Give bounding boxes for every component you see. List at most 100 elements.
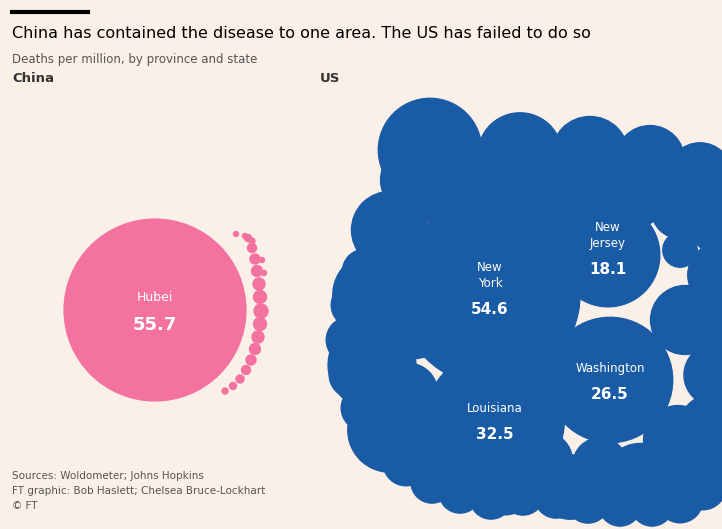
Circle shape	[541, 458, 575, 492]
Text: New
York: New York	[477, 261, 503, 290]
Circle shape	[241, 366, 251, 375]
Circle shape	[549, 177, 584, 211]
Circle shape	[246, 355, 256, 365]
Circle shape	[250, 343, 261, 354]
Text: 55.7: 55.7	[133, 316, 177, 334]
Circle shape	[580, 173, 615, 207]
Circle shape	[535, 476, 577, 518]
Circle shape	[328, 321, 416, 409]
Circle shape	[251, 266, 263, 277]
Circle shape	[547, 317, 673, 443]
Circle shape	[352, 191, 429, 269]
Circle shape	[233, 232, 238, 236]
Circle shape	[254, 304, 268, 318]
Circle shape	[599, 484, 641, 526]
Circle shape	[651, 181, 708, 239]
Text: China has contained the disease to one area. The US has failed to do so: China has contained the disease to one a…	[12, 26, 591, 41]
Text: Louisiana: Louisiana	[467, 402, 523, 415]
Circle shape	[688, 243, 722, 307]
Circle shape	[470, 477, 512, 519]
Circle shape	[688, 295, 722, 355]
Circle shape	[378, 194, 424, 240]
Circle shape	[639, 183, 673, 217]
Circle shape	[250, 254, 260, 264]
Circle shape	[261, 270, 266, 276]
Circle shape	[671, 440, 722, 497]
Text: China: China	[12, 72, 54, 85]
Circle shape	[329, 352, 375, 398]
Circle shape	[358, 220, 404, 266]
Circle shape	[684, 179, 722, 221]
Circle shape	[342, 249, 388, 295]
Circle shape	[643, 406, 713, 475]
Circle shape	[252, 331, 264, 343]
Circle shape	[657, 477, 703, 523]
Circle shape	[703, 323, 722, 369]
Circle shape	[429, 193, 483, 247]
Circle shape	[403, 243, 457, 297]
Circle shape	[249, 238, 255, 244]
Circle shape	[331, 282, 377, 328]
Circle shape	[360, 415, 406, 461]
Text: Washington: Washington	[575, 362, 645, 375]
Circle shape	[663, 233, 697, 267]
Circle shape	[463, 169, 517, 223]
Circle shape	[402, 174, 448, 220]
Text: Hubei: Hubei	[136, 291, 173, 304]
Circle shape	[236, 375, 244, 383]
Circle shape	[386, 302, 443, 359]
Circle shape	[478, 113, 562, 197]
Circle shape	[248, 243, 256, 252]
Circle shape	[640, 155, 686, 201]
Circle shape	[243, 233, 248, 239]
Circle shape	[609, 174, 647, 212]
Circle shape	[651, 286, 719, 354]
Circle shape	[526, 152, 572, 198]
Text: 26.5: 26.5	[591, 387, 629, 402]
Text: Sources: Woldometer; Johns Hopkins
FT graphic: Bob Haslett; Chelsea Bruce-Lockha: Sources: Woldometer; Johns Hopkins FT gr…	[12, 471, 265, 510]
Circle shape	[342, 385, 387, 431]
Circle shape	[458, 152, 504, 198]
Circle shape	[378, 363, 438, 423]
Text: Deaths per million, by province and state: Deaths per million, by province and stat…	[12, 53, 257, 66]
Circle shape	[695, 420, 722, 466]
Circle shape	[680, 464, 722, 510]
Circle shape	[552, 116, 629, 194]
Circle shape	[429, 160, 475, 206]
Circle shape	[668, 143, 722, 207]
Circle shape	[378, 98, 482, 202]
Circle shape	[690, 195, 722, 255]
Circle shape	[604, 443, 677, 516]
Text: 32.5: 32.5	[477, 427, 514, 442]
Circle shape	[591, 147, 633, 189]
Circle shape	[517, 184, 555, 222]
Circle shape	[523, 163, 596, 236]
Circle shape	[245, 234, 251, 242]
Circle shape	[425, 351, 565, 489]
Circle shape	[603, 163, 667, 227]
Circle shape	[705, 276, 722, 318]
Circle shape	[684, 344, 722, 406]
Circle shape	[616, 125, 684, 195]
Circle shape	[701, 224, 722, 270]
Circle shape	[631, 484, 673, 526]
Circle shape	[475, 455, 535, 515]
Circle shape	[567, 481, 609, 523]
Circle shape	[259, 258, 264, 262]
Circle shape	[556, 203, 660, 307]
Circle shape	[348, 388, 432, 472]
Circle shape	[439, 471, 481, 513]
Circle shape	[455, 192, 490, 226]
Text: New
Jersey: New Jersey	[590, 221, 626, 250]
Text: 18.1: 18.1	[589, 262, 627, 277]
Circle shape	[502, 473, 544, 515]
Circle shape	[573, 438, 627, 492]
Circle shape	[253, 290, 266, 304]
Circle shape	[380, 145, 450, 214]
Circle shape	[517, 346, 583, 413]
Circle shape	[400, 205, 580, 385]
Circle shape	[326, 317, 372, 363]
Circle shape	[391, 426, 448, 484]
Circle shape	[333, 253, 417, 337]
Circle shape	[230, 382, 237, 389]
